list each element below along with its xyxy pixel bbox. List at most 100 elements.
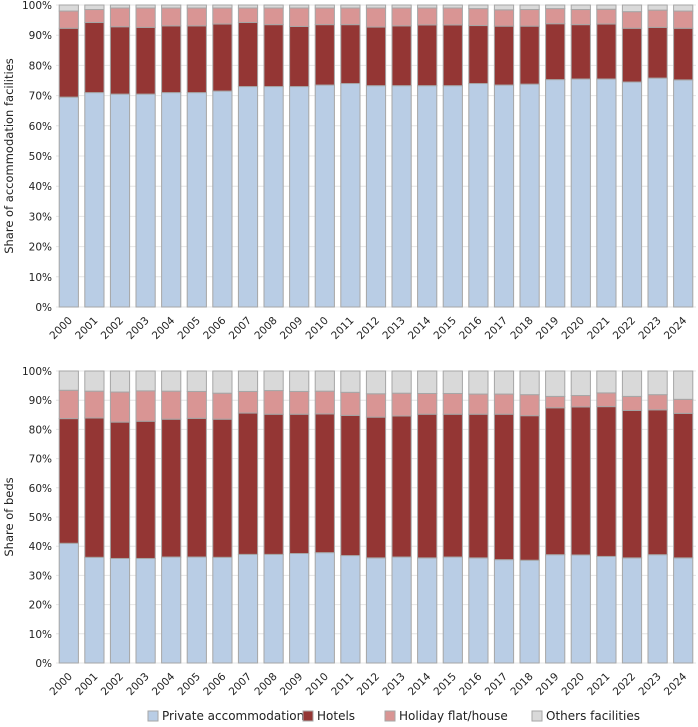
bar-segment-private-accommodations	[161, 556, 182, 664]
x-tick-label: 2003	[124, 315, 151, 342]
bar-segment-hotels	[365, 26, 387, 87]
bar-segment-holiday-flat-house	[109, 391, 131, 423]
bar-stack-2002	[109, 370, 131, 664]
bar-stack-2023	[647, 4, 668, 308]
bar-segment-holiday-flat-house	[314, 390, 335, 415]
bar-segment-others-facilities	[391, 370, 412, 394]
bar-segment-others-facilities	[109, 4, 131, 9]
bar-segment-others-facilities	[647, 4, 668, 11]
bar-stack-2015	[442, 4, 463, 308]
x-tick-label: 2008	[252, 671, 279, 698]
x-tick-label: 2018	[508, 671, 535, 698]
bar-segment-others-facilities	[391, 4, 412, 9]
bar-segment-hotels	[391, 415, 412, 558]
legend-item: Others facilities	[531, 709, 640, 723]
x-tick-label: 2017	[483, 671, 510, 698]
bar-segment-hotels	[212, 23, 233, 92]
x-tick-label: 2013	[380, 315, 407, 342]
bar-segment-others-facilities	[365, 4, 387, 9]
bar-segment-hotels	[289, 413, 310, 554]
x-tick-label: 2021	[585, 315, 612, 342]
bar-segment-private-accommodations	[186, 92, 207, 308]
bar-segment-private-accommodations	[58, 542, 79, 664]
bar-segment-private-accommodations	[161, 92, 182, 308]
y-tick-label: 30%	[29, 211, 52, 223]
bar-stack-2011	[340, 370, 361, 664]
bar-segment-hotels	[314, 413, 335, 554]
y-tick-label: 0%	[35, 302, 52, 314]
bar-segment-hotels	[263, 24, 284, 88]
bar-stack-2016	[468, 370, 489, 664]
bar-segment-private-accommodations	[263, 553, 284, 664]
bar-segment-private-accommodations	[442, 85, 463, 308]
bar-stack-2017	[493, 4, 515, 308]
bar-segment-hotels	[493, 413, 515, 561]
bar-segment-hotels	[519, 415, 540, 561]
x-tick-label: 2006	[201, 670, 229, 698]
bar-segment-private-accommodations	[673, 557, 694, 664]
bar-segment-holiday-flat-house	[391, 7, 412, 27]
x-tick-label: 2010	[304, 315, 331, 342]
x-tick-label: 2017	[483, 315, 510, 342]
y-tick-label: 20%	[29, 600, 52, 612]
x-tick-label: 2020	[560, 315, 587, 342]
bar-segment-hotels	[621, 409, 643, 559]
bar-segment-hotels	[289, 25, 310, 88]
x-tick-label: 2012	[355, 671, 382, 698]
bar-segment-holiday-flat-house	[84, 390, 105, 419]
bar-segment-others-facilities	[237, 370, 259, 392]
x-tick-label: 2024	[662, 670, 690, 698]
bar-segment-private-accommodations	[417, 557, 438, 664]
bar-stack-2006	[212, 370, 233, 664]
y-tick-label: 60%	[29, 483, 52, 495]
bar-segment-hotels	[161, 25, 182, 94]
bar-stack-2001	[84, 370, 105, 664]
y-tick-label: 60%	[29, 121, 52, 133]
y-tick-label: 50%	[29, 512, 52, 524]
bar-segment-hotels	[314, 24, 335, 86]
bar-stack-2008	[263, 4, 284, 308]
bar-segment-others-facilities	[161, 370, 182, 392]
bar-segment-holiday-flat-house	[647, 394, 668, 411]
y-tick-label: 10%	[29, 272, 52, 284]
x-tick-label: 2005	[176, 315, 203, 342]
bar-segment-hotels	[647, 26, 668, 79]
x-tick-label: 2001	[73, 315, 100, 342]
bar-segment-others-facilities	[212, 4, 233, 9]
bar-segment-holiday-flat-house	[570, 395, 591, 408]
bar-segment-hotels	[442, 413, 463, 558]
bar-segment-holiday-flat-house	[289, 390, 310, 415]
bar-segment-others-facilities	[468, 4, 489, 10]
bar-segment-hotels	[570, 24, 591, 80]
bar-segment-hotels	[212, 418, 233, 558]
x-tick-label: 2000	[48, 671, 75, 698]
bar-segment-private-accommodations	[570, 78, 591, 308]
legend-swatch	[302, 710, 314, 722]
bar-stack-2002	[109, 4, 131, 308]
x-tick-label: 2001	[73, 671, 100, 698]
bar-segment-private-accommodations	[314, 84, 335, 308]
bar-stack-2013	[391, 4, 412, 308]
bar-segment-private-accommodations	[58, 96, 79, 308]
bar-segment-holiday-flat-house	[186, 390, 207, 419]
bar-segment-hotels	[596, 406, 617, 557]
x-tick-label: 2019	[534, 671, 561, 698]
bar-stack-2020	[570, 4, 591, 308]
bar-segment-private-accommodations	[621, 557, 643, 664]
bar-segment-others-facilities	[186, 370, 207, 392]
y-tick-label: 70%	[29, 91, 52, 103]
y-tick-label: 80%	[29, 424, 52, 436]
x-tick-label: 2013	[380, 671, 407, 698]
bar-segment-others-facilities	[442, 370, 463, 394]
x-tick-label: 2021	[585, 671, 612, 698]
legend-swatch	[147, 710, 159, 722]
y-tick-label: 80%	[29, 60, 52, 72]
bar-segment-private-accommodations	[340, 83, 361, 308]
bar-stack-2000	[58, 4, 79, 308]
bar-stack-2009	[289, 370, 310, 664]
x-tick-label: 2014	[406, 314, 434, 342]
bar-segment-private-accommodations	[263, 86, 284, 308]
bar-segment-holiday-flat-house	[186, 7, 207, 27]
bar-segment-holiday-flat-house	[58, 389, 79, 420]
